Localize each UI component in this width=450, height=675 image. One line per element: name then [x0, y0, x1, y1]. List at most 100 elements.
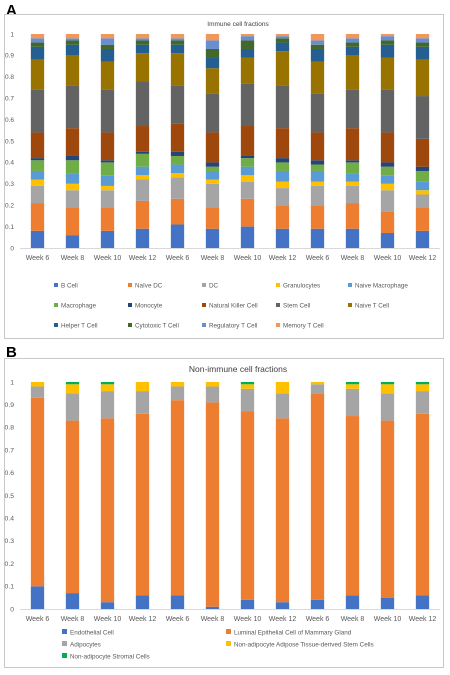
x-tick-label: Week 8: [341, 255, 365, 262]
x-tick-label: Week 12: [409, 255, 437, 262]
bar-segment: [100, 132, 115, 161]
bar-segment: [30, 170, 45, 180]
bar-segment: [240, 158, 255, 167]
panel-label-b: B: [6, 344, 17, 361]
bar-segment: [310, 384, 325, 394]
bar-segment: [275, 51, 290, 86]
y-tick-label: 0.4: [5, 516, 15, 523]
bar-segment: [135, 34, 150, 39]
bar-segment: [415, 230, 430, 248]
bar-segment: [65, 160, 80, 174]
bar-segment: [380, 89, 395, 133]
bar-segment: [205, 606, 220, 609]
y-tick-label: 0.9: [5, 53, 14, 60]
bar-segment: [30, 59, 45, 90]
bar-segment: [275, 128, 290, 159]
bar-segment: [135, 200, 150, 229]
bar-segment: [380, 166, 395, 176]
bar-segment: [240, 388, 255, 412]
bar-segment: [65, 34, 80, 39]
bar-segment: [170, 151, 185, 156]
chart-title: Non-immune cell fractions: [189, 364, 287, 374]
bar-segment: [240, 382, 255, 385]
legend-label: Naive Macrophage: [355, 283, 408, 290]
legend-swatch: [128, 303, 132, 307]
bar-segment: [415, 59, 430, 97]
bar-segment: [345, 384, 360, 389]
bar-segment: [345, 173, 360, 182]
bar-segment: [170, 38, 185, 41]
bar-segment: [380, 597, 395, 609]
bar-segment: [380, 44, 395, 58]
legend-label: B Cell: [61, 283, 78, 290]
legend-label: Adipocytes: [70, 642, 101, 649]
bar-segment: [415, 413, 430, 596]
bar-segment: [30, 38, 45, 43]
bar-segment: [65, 40, 80, 45]
bar-segment: [135, 382, 150, 392]
bar-segment: [205, 402, 220, 607]
bar-segment: [100, 207, 115, 231]
bar-segment: [65, 183, 80, 191]
bar-segment: [345, 181, 360, 186]
bar-segment: [65, 207, 80, 236]
bar-segment: [380, 36, 395, 41]
x-tick-label: Week 12: [129, 616, 157, 623]
x-tick-label: Week 6: [306, 616, 330, 623]
bar-segment: [135, 126, 150, 152]
x-tick-label: Week 6: [26, 616, 50, 623]
bar-segment: [65, 55, 80, 86]
bar-segment: [65, 85, 80, 129]
bar-segment: [170, 224, 185, 248]
legend-swatch: [348, 283, 352, 287]
bar-segment: [310, 228, 325, 248]
legend-swatch: [202, 283, 206, 287]
bar-segment: [240, 166, 255, 176]
bar-segment: [205, 34, 220, 41]
bar-segment: [415, 595, 430, 609]
bar-segment: [345, 34, 360, 39]
bar-segment: [135, 175, 150, 180]
bar-segment: [310, 132, 325, 161]
bar-segment: [100, 418, 115, 603]
bar-segment: [240, 48, 255, 58]
bar-segment: [240, 40, 255, 49]
bar-segment: [240, 175, 255, 182]
y-tick-label: 0.5: [5, 493, 15, 500]
bar-segment: [30, 158, 45, 161]
bar-segment: [380, 175, 395, 184]
legend-swatch: [348, 303, 352, 307]
y-tick-label: 0.6: [5, 470, 15, 477]
bar-segment: [65, 420, 80, 594]
bar-segment: [135, 153, 150, 167]
legend-label: Cytotoxic T Cell: [135, 323, 179, 330]
bar-segment: [205, 57, 220, 69]
bar-segment: [65, 393, 80, 421]
bar-segment: [240, 226, 255, 248]
x-tick-label: Week 8: [201, 255, 225, 262]
legend-label: Luminal Epithelial Cell of Mammary Gland: [234, 630, 352, 637]
legend-swatch: [276, 323, 280, 327]
bar-segment: [240, 599, 255, 609]
bar-segment: [310, 48, 325, 62]
legend-label: Regulatory T Cell: [209, 323, 257, 330]
bar-segment: [205, 132, 220, 163]
bar-segment: [100, 160, 115, 163]
x-tick-label: Week 10: [374, 616, 402, 623]
bar-segment: [415, 170, 430, 182]
bar-segment: [415, 391, 430, 414]
legend-swatch: [62, 653, 67, 658]
bar-segment: [100, 190, 115, 208]
bar-segment: [65, 128, 80, 156]
legend-label: Stem Cell: [283, 303, 310, 310]
bar-segment: [310, 181, 325, 186]
bar-segment: [30, 230, 45, 248]
legend-swatch: [226, 629, 231, 634]
bar-segment: [415, 181, 430, 191]
y-tick-label: 0.2: [5, 561, 15, 568]
bar-segment: [275, 85, 290, 129]
bar-segment: [65, 235, 80, 248]
bar-segment: [100, 162, 115, 176]
bar-segment: [240, 181, 255, 199]
bar-segment: [205, 40, 220, 49]
